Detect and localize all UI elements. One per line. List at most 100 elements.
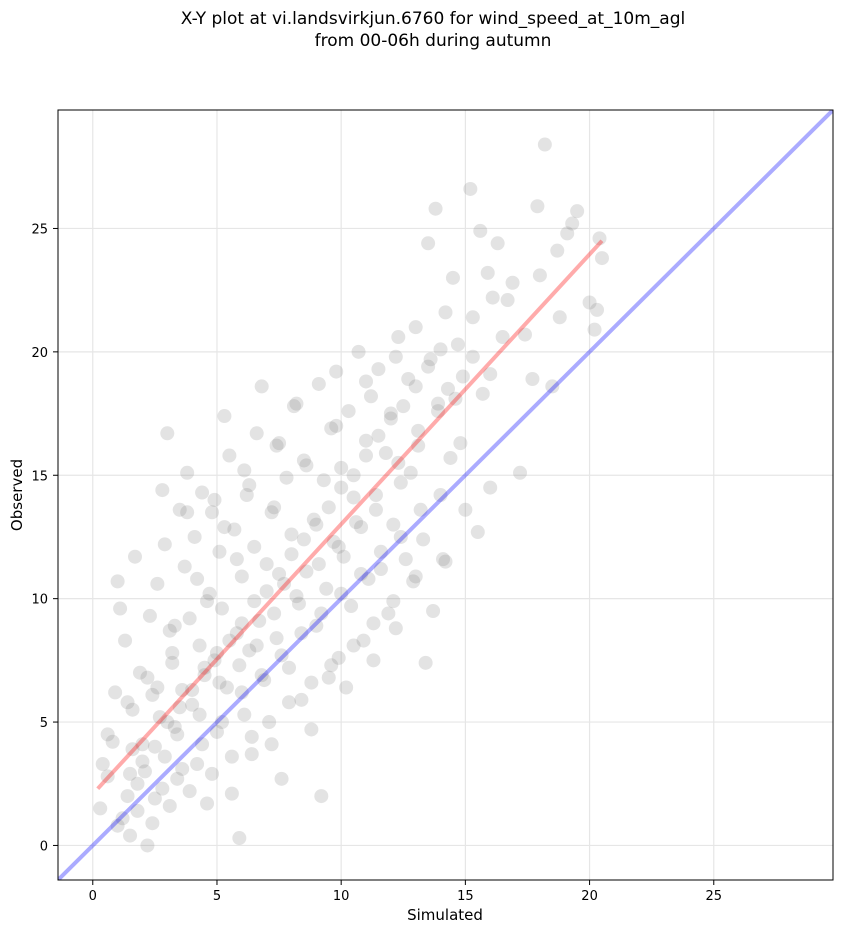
scatter-point xyxy=(356,633,371,648)
scatter-point xyxy=(334,480,349,495)
scatter-point xyxy=(532,268,547,283)
scatter-point xyxy=(242,478,257,493)
scatter-point xyxy=(334,460,349,475)
scatter-point xyxy=(299,458,314,473)
scatter-point xyxy=(269,631,284,646)
scatter-point xyxy=(130,803,145,818)
plot-frame xyxy=(57,109,834,881)
scatter-point xyxy=(366,616,381,631)
scatter-point xyxy=(421,359,436,374)
scatter-point xyxy=(217,520,232,535)
scatter-point xyxy=(490,236,505,251)
scatter-point xyxy=(110,574,125,589)
scatter-point xyxy=(321,500,336,515)
scatter-point xyxy=(418,655,433,670)
scatter-point xyxy=(592,231,607,246)
scatter-point xyxy=(373,562,388,577)
scatter-point xyxy=(145,816,160,831)
scatter-point xyxy=(237,707,252,722)
scatter-point xyxy=(416,532,431,547)
scatter-point xyxy=(262,715,277,730)
scatter-point xyxy=(368,502,383,517)
scatter-point xyxy=(252,613,267,628)
scatter-point xyxy=(326,534,341,549)
scatter-point xyxy=(155,781,170,796)
scatter-point xyxy=(128,549,143,564)
scatter-point xyxy=(244,729,259,744)
scatter-point xyxy=(341,404,356,419)
scatter-point xyxy=(264,505,279,520)
scatter-point xyxy=(359,448,374,463)
grid-layer xyxy=(58,110,833,880)
scatter-point xyxy=(180,465,195,480)
scatter-point xyxy=(170,771,185,786)
scatter-point xyxy=(354,566,369,581)
scatter-point xyxy=(167,719,182,734)
scatter-point xyxy=(130,776,145,791)
scatter-point xyxy=(426,603,441,618)
scatter-point xyxy=(587,322,602,337)
scatter-point xyxy=(565,216,580,231)
scatter-point xyxy=(123,766,138,781)
scatter-point xyxy=(331,539,346,554)
scatter-point xyxy=(140,670,155,685)
scatter-point xyxy=(440,381,455,396)
scatter-point xyxy=(296,532,311,547)
scatter-point xyxy=(229,626,244,641)
scatter-point xyxy=(282,695,297,710)
scatter-point xyxy=(205,766,220,781)
x-tick-label: 10 xyxy=(333,889,350,904)
scatter-point xyxy=(289,396,304,411)
scatter-point xyxy=(205,505,220,520)
scatter-point xyxy=(185,697,200,712)
scatter-point xyxy=(110,818,125,833)
scatter-point xyxy=(450,337,465,352)
scatter-point xyxy=(594,251,609,266)
scatter-point xyxy=(552,310,567,325)
scatter-point xyxy=(346,638,361,653)
y-tick-label: 0 xyxy=(40,839,48,854)
scatter-point xyxy=(170,727,185,742)
scatter-point xyxy=(431,396,446,411)
scatter-point xyxy=(209,645,224,660)
scatter-point xyxy=(259,557,274,572)
scatter-point xyxy=(582,295,597,310)
scatter-point xyxy=(222,448,237,463)
scatter-point xyxy=(219,680,234,695)
scatter-point xyxy=(465,349,480,364)
scatter-point xyxy=(475,386,490,401)
scatter-point xyxy=(448,391,463,406)
scatter-point xyxy=(386,594,401,609)
scatter-point xyxy=(359,433,374,448)
fit-line xyxy=(96,239,604,791)
scatter-point xyxy=(505,275,520,290)
scatter-point xyxy=(150,576,165,591)
scatter-point xyxy=(95,757,110,772)
scatter-point xyxy=(431,404,446,419)
scatter-point xyxy=(118,633,133,648)
scatter-point xyxy=(294,692,309,707)
scatter-point xyxy=(274,648,289,663)
scatter-point xyxy=(304,722,319,737)
scatter-point xyxy=(336,549,351,564)
scatter-point xyxy=(140,838,155,853)
scatter-point xyxy=(406,574,421,589)
scatter-point xyxy=(165,645,180,660)
scatter-point xyxy=(272,436,287,451)
scatter-point xyxy=(239,488,254,502)
scatter-point xyxy=(304,675,319,690)
scatter-point xyxy=(513,465,528,480)
scatter-point xyxy=(200,796,215,811)
scatter-point xyxy=(209,724,224,739)
scatter-point xyxy=(284,527,299,542)
scatter-point xyxy=(388,621,403,636)
scatter-point xyxy=(224,749,239,764)
scatter-point xyxy=(105,734,120,749)
scatter-point xyxy=(147,791,162,806)
scatter-point xyxy=(207,653,222,668)
scatter-point xyxy=(192,707,207,722)
scatter-point xyxy=(272,566,287,581)
identity-line xyxy=(58,110,833,880)
scatter-point xyxy=(517,327,532,342)
scatter-point xyxy=(388,349,403,364)
